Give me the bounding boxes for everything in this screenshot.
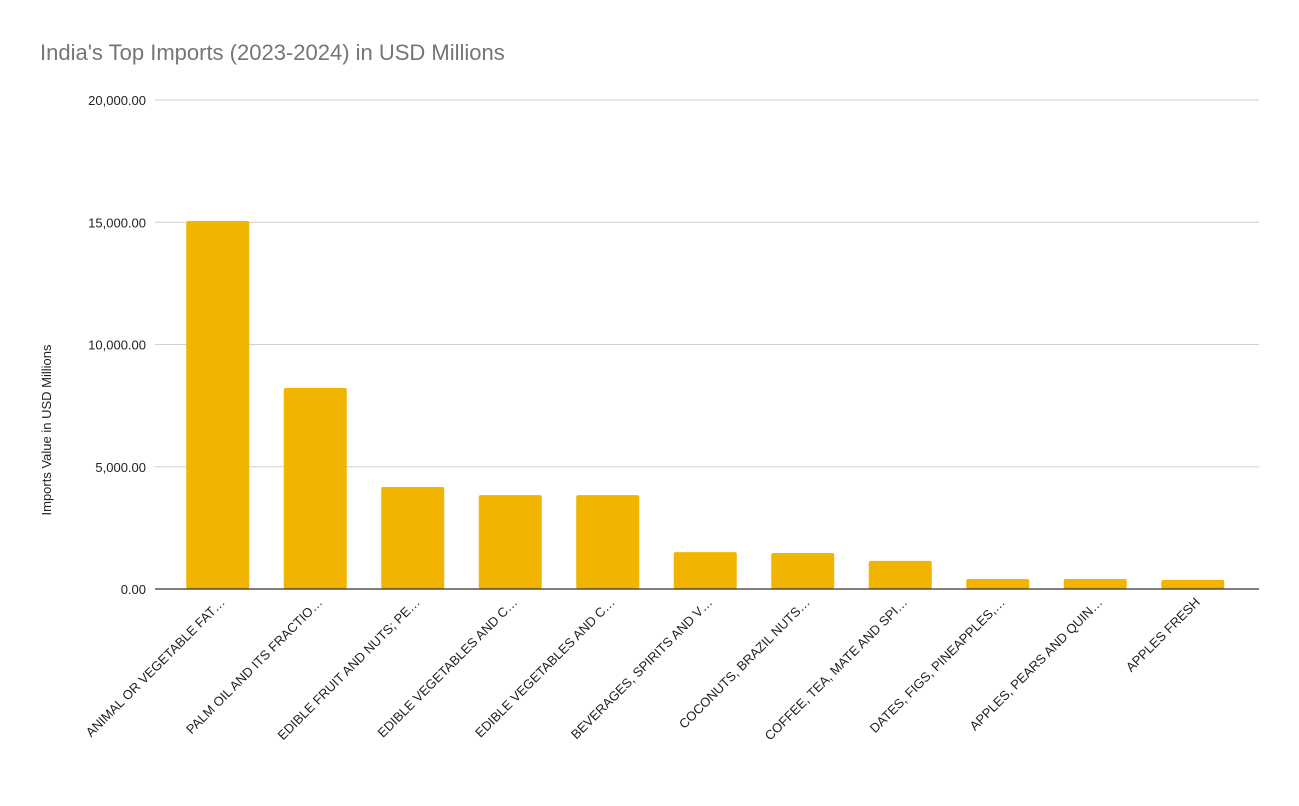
bar [771, 553, 835, 589]
bar [381, 487, 445, 589]
y-axis-label: Imports Value in USD Millions [39, 344, 54, 515]
y-tick-label: 0.00 [121, 582, 146, 597]
bar [1063, 578, 1127, 589]
bar [186, 221, 250, 589]
bar [673, 552, 737, 589]
y-tick-label: 20,000.00 [88, 93, 146, 108]
y-tick-label: 5,000.00 [95, 460, 146, 475]
bar [868, 560, 932, 589]
bar [478, 495, 542, 589]
bar [283, 388, 347, 589]
y-tick-label: 15,000.00 [88, 215, 146, 230]
bar [576, 495, 640, 589]
bar [1161, 579, 1225, 589]
chart-title: India's Top Imports (2023-2024) in USD M… [40, 40, 505, 65]
bar [966, 578, 1030, 589]
x-tick-label: APPLES FRESH [1123, 595, 1203, 675]
y-tick-label: 10,000.00 [88, 338, 146, 353]
